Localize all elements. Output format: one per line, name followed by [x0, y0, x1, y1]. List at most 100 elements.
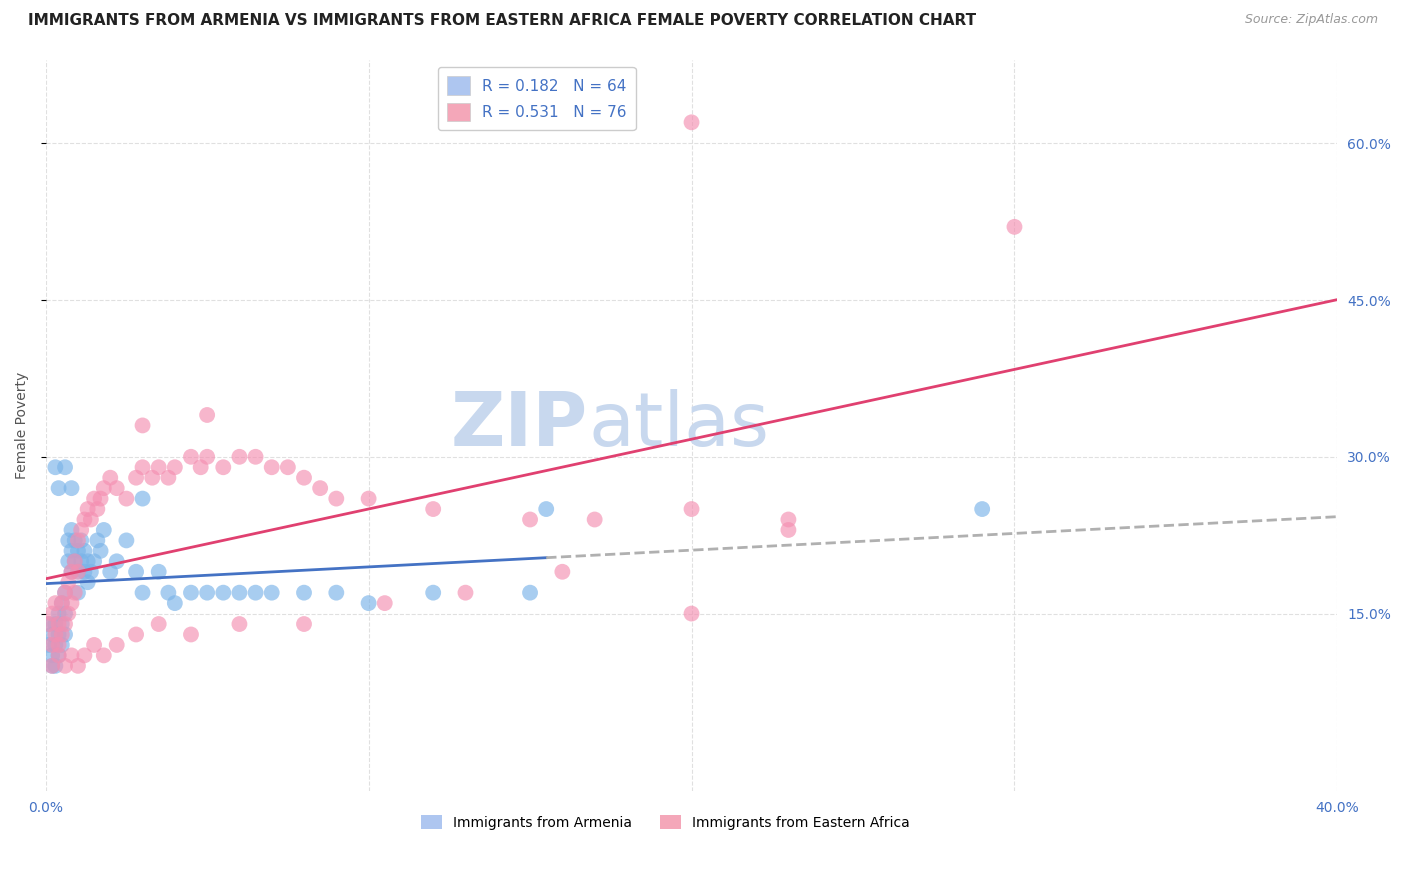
Point: [76, 554, 98, 568]
Point: [80, 512, 103, 526]
Point: [681, 607, 703, 621]
Point: [148, 565, 170, 579]
Text: atlas: atlas: [588, 389, 769, 462]
Point: [374, 596, 396, 610]
Point: [60, 523, 83, 537]
Point: [70, 554, 93, 568]
Point: [292, 617, 315, 632]
Point: [778, 523, 800, 537]
Point: [105, 638, 128, 652]
Point: [86, 502, 108, 516]
Point: [48, 607, 70, 621]
Point: [228, 617, 250, 632]
Point: [190, 460, 212, 475]
Point: [73, 648, 96, 663]
Point: [38, 638, 60, 652]
Point: [41, 658, 63, 673]
Point: [519, 512, 541, 526]
Point: [93, 648, 115, 663]
Point: [163, 460, 186, 475]
Point: [325, 491, 347, 506]
Point: [53, 460, 76, 475]
Point: [778, 512, 800, 526]
Point: [309, 481, 332, 495]
Point: [86, 533, 108, 548]
Point: [60, 596, 83, 610]
Point: [228, 450, 250, 464]
Point: [163, 596, 186, 610]
Point: [212, 585, 235, 599]
Point: [66, 585, 89, 599]
Point: [325, 585, 347, 599]
Point: [125, 565, 148, 579]
Text: Source: ZipAtlas.com: Source: ZipAtlas.com: [1244, 13, 1378, 27]
Point: [157, 471, 180, 485]
Text: ZIP: ZIP: [451, 389, 588, 462]
Point: [51, 627, 73, 641]
Point: [41, 627, 63, 641]
Point: [125, 471, 148, 485]
Text: IMMIGRANTS FROM ARMENIA VS IMMIGRANTS FROM EASTERN AFRICA FEMALE POVERTY CORRELA: IMMIGRANTS FROM ARMENIA VS IMMIGRANTS FR…: [28, 13, 976, 29]
Point: [44, 627, 66, 641]
Point: [260, 585, 283, 599]
Point: [148, 617, 170, 632]
Point: [41, 658, 63, 673]
Point: [83, 638, 105, 652]
Point: [245, 585, 267, 599]
Point: [44, 460, 66, 475]
Point: [53, 627, 76, 641]
Point: [53, 617, 76, 632]
Point: [83, 554, 105, 568]
Point: [292, 585, 315, 599]
Point: [66, 565, 89, 579]
Point: [44, 617, 66, 632]
Point: [53, 607, 76, 621]
Point: [63, 533, 86, 548]
Point: [48, 648, 70, 663]
Point: [51, 596, 73, 610]
Point: [180, 627, 202, 641]
Point: [195, 408, 218, 422]
Point: [53, 658, 76, 673]
Point: [277, 460, 299, 475]
Point: [66, 565, 89, 579]
Point: [180, 585, 202, 599]
Point: [357, 596, 380, 610]
Point: [422, 502, 444, 516]
Point: [90, 544, 112, 558]
Point: [48, 617, 70, 632]
Point: [93, 481, 115, 495]
Point: [357, 491, 380, 506]
Point: [38, 617, 60, 632]
Point: [157, 585, 180, 599]
Point: [681, 502, 703, 516]
Legend: Immigrants from Armenia, Immigrants from Eastern Africa: Immigrants from Armenia, Immigrants from…: [416, 810, 915, 836]
Point: [70, 533, 93, 548]
Point: [131, 491, 153, 506]
Y-axis label: Female Poverty: Female Poverty: [15, 372, 30, 479]
Point: [41, 607, 63, 621]
Point: [212, 460, 235, 475]
Point: [60, 481, 83, 495]
Point: [41, 648, 63, 663]
Point: [48, 481, 70, 495]
Point: [66, 544, 89, 558]
Point: [58, 607, 80, 621]
Point: [98, 565, 121, 579]
Point: [83, 491, 105, 506]
Point: [180, 450, 202, 464]
Point: [93, 523, 115, 537]
Point: [519, 585, 541, 599]
Point: [583, 512, 606, 526]
Point: [70, 523, 93, 537]
Point: [60, 565, 83, 579]
Point: [51, 617, 73, 632]
Point: [58, 554, 80, 568]
Point: [422, 585, 444, 599]
Point: [115, 491, 138, 506]
Point: [53, 585, 76, 599]
Point: [1004, 219, 1026, 234]
Point: [148, 460, 170, 475]
Point: [66, 533, 89, 548]
Point: [44, 638, 66, 652]
